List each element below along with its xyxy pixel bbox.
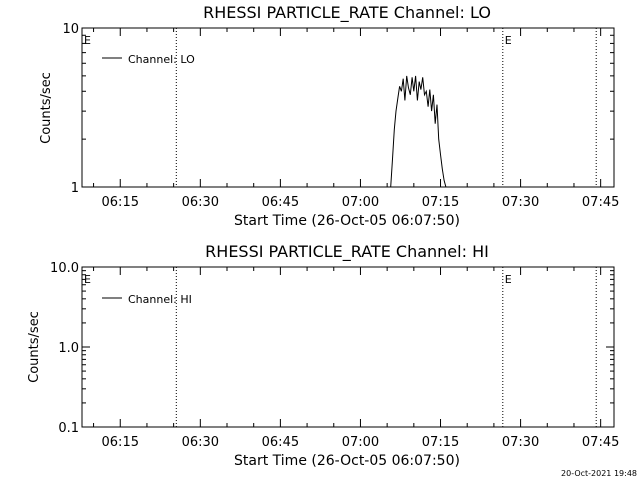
legend-label: Channel: HI <box>128 293 192 306</box>
footer-timestamp: 20-Oct-2021 19:48 <box>561 469 637 478</box>
x-tick-label: 07:30 <box>502 195 539 210</box>
chart-panel-hi: RHESSI PARTICLE_RATE Channel: HI 06:15 06… <box>27 242 619 469</box>
x-tick-label: 07:15 <box>422 435 459 450</box>
y-tick-label: 1.0 <box>58 341 79 356</box>
x-tick-label: 07:30 <box>502 435 539 450</box>
axis-ticks: 06:15 06:30 06:45 07:00 07:15 07:30 07:45 0.1 1.… <box>50 261 619 450</box>
legend: Channel: HI <box>102 293 192 306</box>
x-tick-label: 06:45 <box>262 435 299 450</box>
axis-ticks: 06:15 06:30 06:45 07:00 07:15 07:30 07:45 1 10 <box>62 22 619 210</box>
y-tick-label: 10 <box>62 22 79 37</box>
chart-title: RHESSI PARTICLE_RATE Channel: HI <box>205 242 489 262</box>
plot-frame <box>81 27 615 188</box>
legend: Channel: LO <box>102 53 195 66</box>
event-marker-label: E <box>84 273 91 286</box>
x-tick-label: 06:30 <box>182 435 219 450</box>
chart-panel-lo: RHESSI PARTICLE_RATE Channel: LO 06:15 06… <box>39 3 619 229</box>
event-marker-label: E <box>505 34 512 47</box>
legend-label: Channel: LO <box>128 53 195 66</box>
y-axis-label: Counts/sec <box>39 72 54 144</box>
x-axis-label: Start Time (26-Oct-05 06:07:50) <box>234 213 460 229</box>
x-axis-label: Start Time (26-Oct-05 06:07:50) <box>234 453 460 469</box>
y-axis-label: Counts/sec <box>27 311 42 383</box>
x-tick-label: 06:15 <box>102 195 139 210</box>
x-tick-label: 07:45 <box>582 435 619 450</box>
series-line <box>390 75 447 188</box>
data-series <box>390 75 447 188</box>
event-marker-label: E <box>505 273 512 286</box>
y-tick-label: 10.0 <box>50 261 79 276</box>
x-tick-label: 07:00 <box>342 435 379 450</box>
y-tick-label: 1 <box>71 181 79 196</box>
x-tick-label: 07:15 <box>422 195 459 210</box>
x-tick-label: 07:00 <box>342 195 379 210</box>
x-tick-label: 06:15 <box>102 435 139 450</box>
event-marker-label: E <box>84 34 91 47</box>
x-tick-label: 06:30 <box>182 195 219 210</box>
y-tick-label: 0.1 <box>58 421 79 436</box>
chart-title: RHESSI PARTICLE_RATE Channel: LO <box>203 3 491 23</box>
x-tick-label: 07:45 <box>582 195 619 210</box>
x-tick-label: 06:45 <box>262 195 299 210</box>
